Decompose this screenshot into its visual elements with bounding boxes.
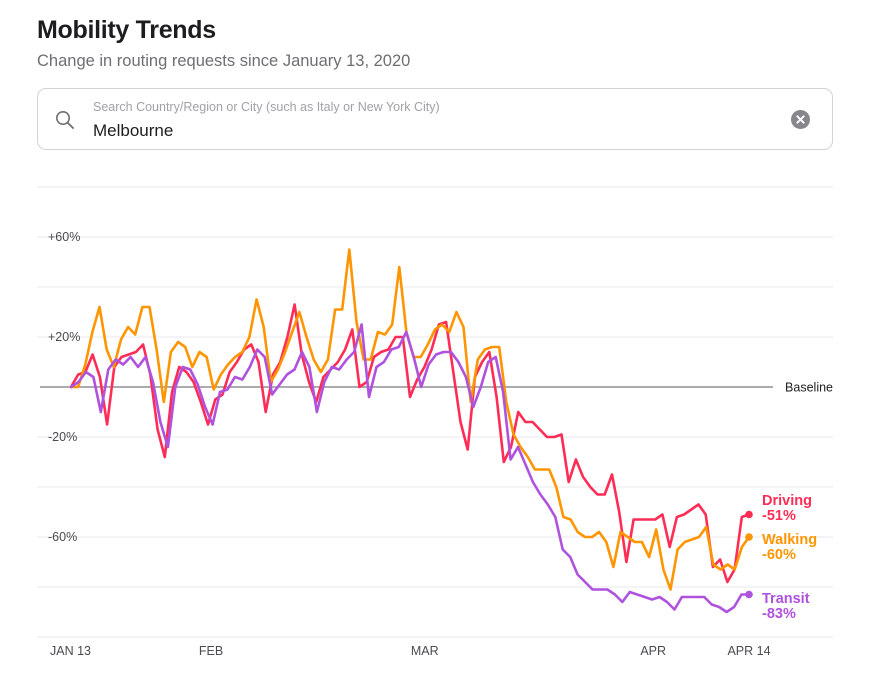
series-end-dot-driving bbox=[745, 510, 753, 519]
series-end-dot-walking bbox=[745, 533, 753, 541]
clear-icon bbox=[796, 115, 805, 124]
baseline-label: Baseline bbox=[785, 381, 833, 395]
y-tick-label: +20% bbox=[48, 330, 80, 344]
x-tick-label: APR 14 bbox=[727, 644, 770, 658]
search-input[interactable]: Melbourne bbox=[93, 121, 174, 140]
series-value-label: -83% bbox=[762, 606, 796, 622]
search-placeholder: Search Country/Region or City (such as I… bbox=[93, 100, 440, 114]
x-tick-label: FEB bbox=[199, 644, 223, 658]
y-tick-label: +60% bbox=[48, 230, 80, 244]
y-tick-label: -20% bbox=[48, 430, 77, 444]
mobility-chart: +60% +20% -20% -60% Baseline JAN 13 FEB MAR APR A… bbox=[37, 186, 833, 658]
x-tick-label: MAR bbox=[411, 644, 439, 658]
series-name-label: Driving bbox=[762, 493, 812, 509]
y-tick-label: -60% bbox=[48, 530, 77, 544]
series-end-dot-transit bbox=[745, 590, 753, 599]
page-title: Mobility Trends bbox=[37, 16, 216, 44]
x-tick-label: JAN 13 bbox=[50, 644, 91, 658]
clear-search-button[interactable] bbox=[791, 110, 810, 129]
series-line-walking bbox=[69, 248, 751, 591]
series-name-label: Walking bbox=[762, 532, 817, 548]
series-name-label: Transit bbox=[762, 591, 810, 607]
series-value-label: -60% bbox=[762, 547, 796, 563]
search-icon bbox=[54, 109, 76, 131]
series-value-label: -51% bbox=[762, 508, 796, 524]
page-subtitle: Change in routing requests since January… bbox=[37, 52, 411, 70]
x-tick-label: APR bbox=[640, 644, 666, 658]
search-box[interactable]: Search Country/Region or City (such as I… bbox=[37, 88, 833, 150]
series-line-transit bbox=[69, 323, 751, 614]
series-line-driving bbox=[69, 303, 751, 584]
